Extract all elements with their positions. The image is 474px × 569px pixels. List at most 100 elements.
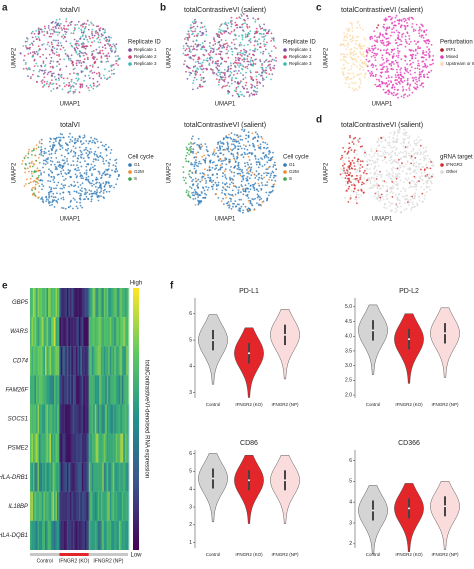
cell-dot <box>254 86 256 89</box>
cell-dot <box>253 50 256 53</box>
cell-dot <box>372 66 374 69</box>
heatmap-stripe <box>120 288 122 318</box>
cell-dot <box>76 201 78 204</box>
cell-dot <box>201 33 204 36</box>
cell-dot <box>427 52 430 55</box>
cell-dot <box>54 150 57 153</box>
cell-dot <box>393 24 395 27</box>
heatmap-stripe <box>99 346 101 376</box>
cell-dot <box>191 26 193 29</box>
heatmap-stripe <box>124 433 127 463</box>
cell-dot <box>402 76 405 79</box>
cell-dot <box>103 77 106 79</box>
cell-dot <box>253 36 256 39</box>
cell-dot <box>96 31 99 34</box>
cell-dot <box>33 59 36 62</box>
cell-dot <box>104 183 107 186</box>
cell-dot <box>79 197 81 200</box>
heatmap-stripe <box>39 375 41 405</box>
heatmap-stripe <box>86 346 88 376</box>
cell-dot <box>425 163 428 166</box>
heatmap-stripe <box>45 462 47 492</box>
cell-dot <box>379 85 382 88</box>
cell-dot <box>236 26 239 29</box>
cell-dot <box>222 159 225 162</box>
violin-title: CD366 <box>398 440 420 447</box>
cell-dot <box>391 22 393 25</box>
cell-dot <box>70 54 73 57</box>
cell-dot <box>390 61 393 63</box>
heatmap-stripe <box>103 433 106 463</box>
heatmap-stripe <box>123 375 125 405</box>
legend-label: Replicate 3 <box>289 61 312 66</box>
cell-dot <box>410 63 412 65</box>
gene-label: HLA-DRB1 <box>0 475 28 481</box>
x-tick-label: IFNGR2 (NP) <box>432 552 460 557</box>
cell-dot <box>425 180 428 183</box>
cell-dot <box>101 49 104 52</box>
violin-title: PD-L1 <box>239 288 259 295</box>
cell-dot <box>406 146 409 149</box>
cell-dot <box>218 31 220 33</box>
cell-dot <box>88 150 91 153</box>
cell-dot <box>263 163 266 166</box>
cell-dot <box>395 55 398 57</box>
cell-dot <box>194 177 197 180</box>
cell-dot <box>99 27 102 29</box>
cell-dot <box>246 169 248 171</box>
cell-dot <box>381 71 383 74</box>
cell-dot <box>50 56 53 59</box>
cell-dot <box>379 196 382 199</box>
cell-dot <box>356 160 359 163</box>
cell-dot <box>228 186 231 189</box>
cell-dot <box>101 34 104 37</box>
cell-dot <box>200 22 203 24</box>
cell-dot <box>231 149 234 152</box>
cell-dot <box>27 53 30 55</box>
heatmap-stripe <box>105 462 107 492</box>
cell-dot <box>216 74 219 77</box>
cell-dot <box>269 66 272 69</box>
cell-dot <box>383 36 386 39</box>
cell-dot <box>269 174 272 177</box>
cell-dot <box>84 191 87 194</box>
cell-dot <box>198 62 200 65</box>
heatmap-stripe <box>51 317 53 347</box>
heatmap-stripe <box>42 433 44 463</box>
cell-dot <box>111 169 113 172</box>
cell-dot <box>413 77 416 79</box>
cell-dot <box>199 30 202 33</box>
cell-dot <box>96 140 99 143</box>
cell-dot <box>38 39 41 42</box>
cell-dot <box>85 195 88 198</box>
cell-dot <box>49 82 52 84</box>
cell-dot <box>222 85 225 88</box>
cell-dot <box>248 94 251 96</box>
cell-dot <box>414 54 417 57</box>
cell-dot <box>226 84 228 87</box>
cell-dot <box>202 175 205 178</box>
cell-dot <box>55 140 57 143</box>
cell-dot <box>399 78 402 80</box>
cell-dot <box>240 180 243 183</box>
cell-dot <box>214 164 217 167</box>
cell-dot <box>101 144 104 147</box>
cell-dot <box>272 38 275 41</box>
heatmap-stripe <box>78 317 81 347</box>
cell-dot <box>237 189 240 191</box>
cell-dot <box>201 145 204 148</box>
cell-dot <box>399 71 402 74</box>
cell-dot <box>32 44 34 46</box>
cell-dot <box>259 51 262 54</box>
cell-dot <box>374 39 376 42</box>
cell-dot <box>73 47 76 50</box>
heatmap-stripe <box>111 462 113 492</box>
cell-dot <box>197 43 200 46</box>
heatmap-stripe <box>62 404 64 434</box>
cell-dot <box>370 148 373 151</box>
heatmap-stripe <box>45 433 47 463</box>
heatmap-stripe <box>83 404 85 434</box>
cell-dot <box>70 59 72 62</box>
cell-dot <box>261 77 264 80</box>
heatmap-stripe <box>40 288 42 318</box>
